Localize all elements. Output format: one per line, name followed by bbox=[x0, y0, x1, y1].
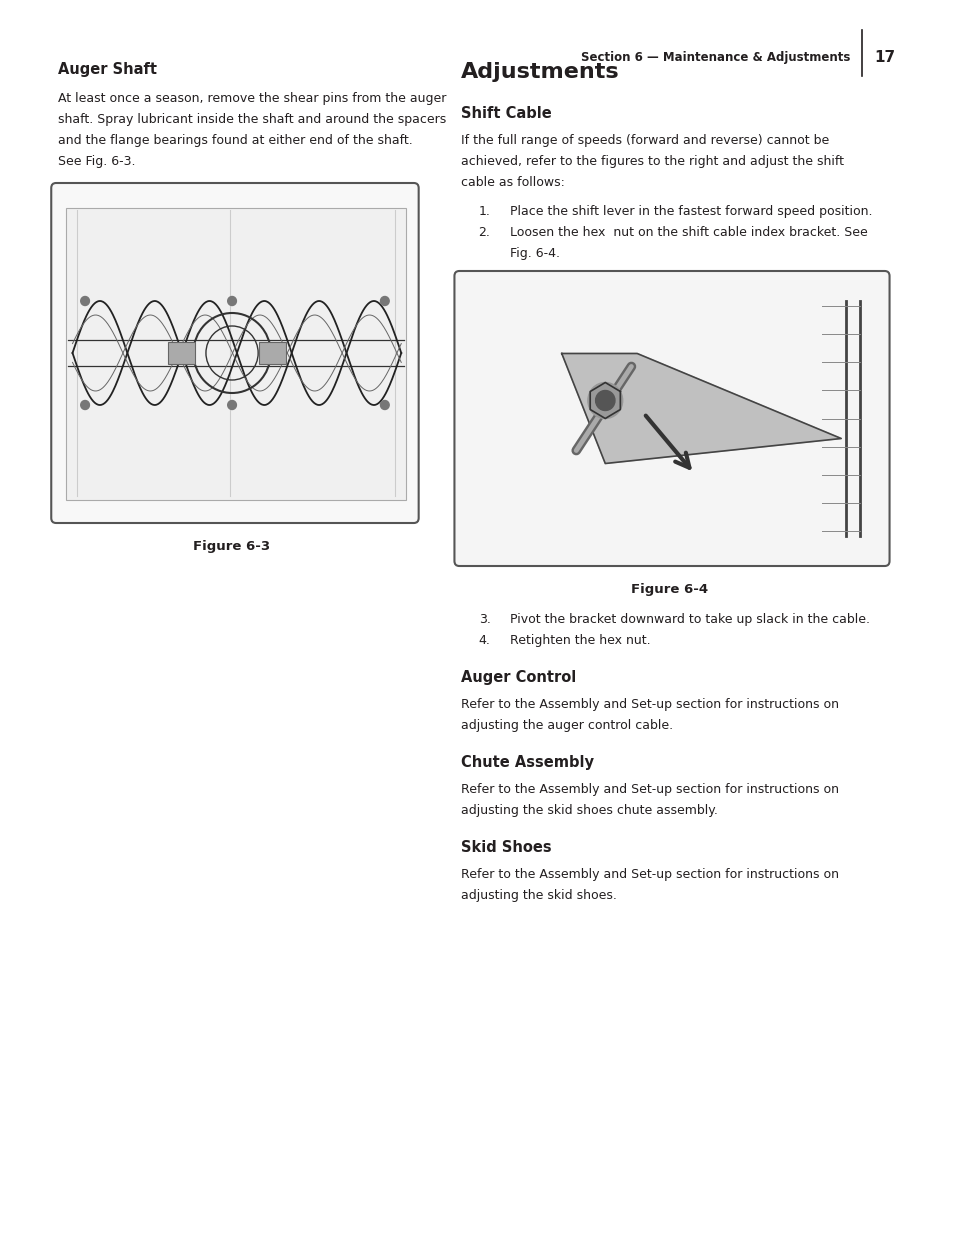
Text: Refer to the Assembly and Set-up section for instructions on: Refer to the Assembly and Set-up section… bbox=[460, 868, 839, 881]
Text: 4.: 4. bbox=[478, 634, 490, 647]
Text: 1.: 1. bbox=[478, 205, 490, 219]
Text: Auger Shaft: Auger Shaft bbox=[58, 62, 157, 77]
Text: Section 6 — Maintenance & Adjustments: Section 6 — Maintenance & Adjustments bbox=[581, 52, 850, 64]
Text: Figure 6-4: Figure 6-4 bbox=[630, 583, 707, 597]
Text: and the flange bearings found at either end of the shaft.: and the flange bearings found at either … bbox=[58, 135, 413, 147]
Text: 3.: 3. bbox=[478, 613, 490, 626]
Text: Retighten the hex nut.: Retighten the hex nut. bbox=[509, 634, 650, 647]
Bar bbox=[66, 207, 406, 500]
Polygon shape bbox=[561, 353, 841, 463]
Text: Shift Cable: Shift Cable bbox=[460, 106, 552, 121]
Text: Skid Shoes: Skid Shoes bbox=[460, 840, 551, 855]
Text: achieved, refer to the figures to the right and adjust the shift: achieved, refer to the figures to the ri… bbox=[460, 156, 843, 168]
Circle shape bbox=[81, 296, 90, 305]
Text: At least once a season, remove the shear pins from the auger: At least once a season, remove the shear… bbox=[58, 91, 446, 105]
Text: Chute Assembly: Chute Assembly bbox=[460, 755, 594, 769]
Text: Refer to the Assembly and Set-up section for instructions on: Refer to the Assembly and Set-up section… bbox=[460, 698, 839, 711]
Circle shape bbox=[228, 400, 236, 410]
Circle shape bbox=[595, 390, 615, 410]
FancyBboxPatch shape bbox=[51, 183, 418, 522]
Text: adjusting the skid shoes chute assembly.: adjusting the skid shoes chute assembly. bbox=[460, 804, 718, 818]
Text: Adjustments: Adjustments bbox=[460, 62, 619, 82]
Bar bbox=[259, 342, 286, 364]
Text: Refer to the Assembly and Set-up section for instructions on: Refer to the Assembly and Set-up section… bbox=[460, 783, 839, 797]
Text: adjusting the auger control cable.: adjusting the auger control cable. bbox=[460, 719, 673, 732]
Text: Figure 6-3: Figure 6-3 bbox=[193, 540, 271, 553]
FancyBboxPatch shape bbox=[454, 270, 888, 566]
Text: Loosen the hex  nut on the shift cable index bracket. See: Loosen the hex nut on the shift cable in… bbox=[509, 226, 866, 240]
Text: adjusting the skid shoes.: adjusting the skid shoes. bbox=[460, 889, 617, 902]
Text: Place the shift lever in the fastest forward speed position.: Place the shift lever in the fastest for… bbox=[509, 205, 871, 219]
Text: 2.: 2. bbox=[478, 226, 490, 240]
Text: shaft. Spray lubricant inside the shaft and around the spacers: shaft. Spray lubricant inside the shaft … bbox=[58, 112, 446, 126]
Text: Auger Control: Auger Control bbox=[460, 671, 576, 685]
Text: Pivot the bracket downward to take up slack in the cable.: Pivot the bracket downward to take up sl… bbox=[509, 613, 868, 626]
Text: cable as follows:: cable as follows: bbox=[460, 177, 564, 189]
Circle shape bbox=[380, 296, 389, 305]
Bar bbox=[168, 342, 195, 364]
Text: See Fig. 6-3.: See Fig. 6-3. bbox=[58, 156, 135, 168]
Text: If the full range of speeds (forward and reverse) cannot be: If the full range of speeds (forward and… bbox=[460, 135, 828, 147]
Text: 17: 17 bbox=[873, 51, 894, 65]
Text: Fig. 6-4.: Fig. 6-4. bbox=[509, 247, 559, 261]
Circle shape bbox=[587, 383, 622, 419]
Circle shape bbox=[380, 400, 389, 410]
Circle shape bbox=[228, 296, 236, 305]
Circle shape bbox=[81, 400, 90, 410]
